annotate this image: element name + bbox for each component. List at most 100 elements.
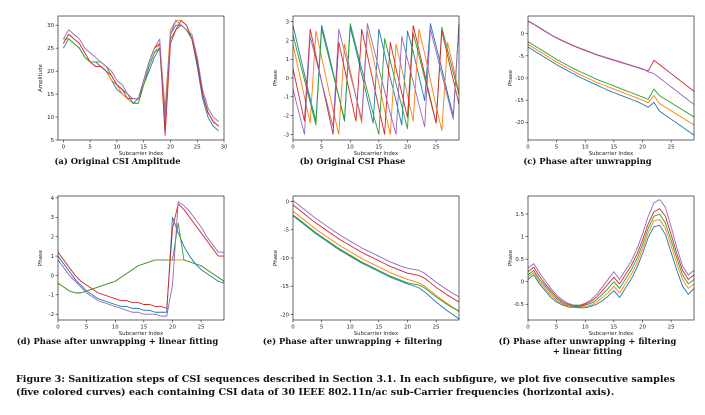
x-tick-label: 10: [582, 325, 589, 331]
y-tick-label: -10: [280, 256, 289, 262]
y-tick-label: 2: [51, 235, 54, 241]
x-tick-label: 5: [320, 145, 323, 151]
subfigure-e: 0 5 10 15 20 25 0 -5 -10 -15 -20 Subcarrier Index Ph…: [235, 180, 470, 352]
x-tick-label: 25: [668, 325, 675, 331]
y-tick-label: -0.5: [513, 302, 524, 308]
y-tick-label: -20: [280, 312, 289, 318]
x-tick-label: 10: [347, 325, 354, 331]
x-tick-label: 0: [291, 145, 295, 151]
x-tick-label: 20: [404, 145, 411, 151]
x-tick-label: 20: [169, 325, 176, 331]
chart-a: 0 5 10 15 20 25 30 5 10 15 20 25 30 Subcarrier Index A…: [38, 15, 228, 157]
x-tick-label: 10: [113, 145, 120, 151]
subfigure-c: 0 5 10 15 20 25 0 -5 -10 -15 -20 Subcarrier Index Ph…: [470, 0, 705, 172]
x-tick-label: 30: [221, 145, 228, 151]
caption-a: (a) Original CSI Amplitude: [54, 156, 181, 166]
x-tick-label: 0: [526, 325, 530, 331]
plot-frame: [57, 15, 225, 141]
x-tick-label: 15: [140, 325, 147, 331]
y-tick-label: 30: [47, 23, 54, 29]
y-axis-label: Phase: [273, 249, 279, 266]
y-tick-label: 15: [47, 92, 54, 98]
chart-c: 0 5 10 15 20 25 0 -5 -10 -15 -20 Subcarrier Index Ph…: [508, 15, 695, 157]
subfigure-d: 0 5 10 15 20 25 -2 -1 0 1 2 3 4 Subcarrier Index Phase…: [0, 180, 235, 352]
x-axis-label: Subcarrier Index: [354, 331, 399, 337]
y-tick-label: -5: [519, 54, 524, 60]
y-tick-label: 0: [286, 76, 290, 82]
series-line-3: [57, 222, 225, 294]
x-tick-label: 20: [167, 145, 174, 151]
series-line-2: [292, 28, 460, 135]
caption-d: (d) Phase after unwrapping + linear fitt…: [16, 336, 219, 346]
caption-c: (c) Phase after unwrapping: [523, 156, 652, 166]
x-tick-label: 5: [85, 325, 88, 331]
x-tick-label: 25: [433, 145, 440, 151]
x-axis-label: Subcarrier Index: [589, 331, 634, 337]
y-tick-label: -1: [49, 293, 54, 299]
x-axis-label: Subcarrier Index: [119, 331, 164, 337]
x-axis-label: Subcarrier Index: [589, 151, 634, 157]
y-tick-label: 1: [286, 57, 289, 63]
series-line-1: [527, 224, 695, 309]
series-line-5: [57, 201, 224, 317]
x-tick-label: 5: [555, 145, 558, 151]
plot-frame: [527, 15, 695, 141]
series-line-3: [292, 214, 460, 312]
x-tick-label: 5: [88, 145, 91, 151]
series-line-5: [527, 20, 695, 105]
y-tick-label: -3: [284, 132, 289, 138]
x-tick-label: 0: [62, 145, 66, 151]
x-tick-label: 25: [194, 145, 201, 151]
y-tick-label: 0.5: [515, 257, 524, 263]
chart-f: 0 5 10 15 20 25 -0.5 0 0.5 1 1.5 Subcarrier Index Ph…: [508, 195, 695, 337]
series-line-2: [527, 43, 695, 126]
y-axis-label: Phase: [38, 249, 44, 266]
caption-b: (b) Original CSI Phase: [299, 156, 406, 166]
x-tick-label: 0: [291, 325, 295, 331]
x-tick-label: 0: [56, 325, 60, 331]
series-line-4: [292, 204, 460, 303]
plot-frame: [57, 195, 225, 321]
chart-b: 0 5 10 15 20 25 -3 -2 -1 0 1 2 3 Subcarrier Index Phas…: [273, 15, 460, 157]
series-line-5: [62, 20, 219, 123]
series-line-3: [63, 24, 219, 127]
series-line-1: [57, 216, 225, 313]
x-tick-label: 25: [433, 325, 440, 331]
series-line-1: [62, 24, 219, 132]
y-tick-label: 3: [286, 20, 289, 26]
y-axis-label: Phase: [508, 249, 514, 266]
y-tick-label: 1: [51, 254, 54, 260]
x-tick-label: 15: [140, 145, 147, 151]
subfigure-f: 0 5 10 15 20 25 -0.5 0 0.5 1 1.5 Subcarrier Index Ph…: [470, 180, 705, 356]
series-line-2: [292, 210, 460, 312]
y-tick-label: 25: [47, 46, 54, 52]
y-tick-label: -5: [284, 228, 289, 234]
series-line-4: [62, 20, 219, 136]
series-line-5: [527, 199, 695, 306]
caption-f: (f) Phase after unwrapping + filtering +…: [498, 336, 677, 356]
x-tick-label: 10: [347, 145, 354, 151]
figure-caption: Figure 3: Sanitization steps of CSI sequ…: [16, 374, 676, 398]
x-axis-label: Subcarrier Index: [119, 151, 164, 157]
subfigure-a: 0 5 10 15 20 25 30 5 10 15 20 25 30 Subcarrier Index A…: [0, 0, 235, 172]
series-line-5: [292, 200, 460, 298]
x-tick-label: 15: [610, 325, 617, 331]
y-axis-label: Phase: [273, 69, 279, 86]
x-tick-label: 20: [404, 325, 411, 331]
series-line-3: [527, 213, 695, 307]
y-tick-label: 2: [286, 38, 289, 44]
y-tick-label: 0: [521, 280, 525, 286]
y-tick-label: 0: [286, 200, 290, 206]
x-axis-label: Subcarrier Index: [354, 151, 399, 157]
y-tick-label: 1.5: [515, 212, 524, 218]
y-tick-label: 10: [47, 115, 54, 121]
x-tick-label: 15: [375, 145, 382, 151]
x-tick-label: 5: [555, 325, 558, 331]
y-tick-label: 0: [521, 32, 525, 38]
series-line-2: [62, 20, 219, 127]
plot-frame: [527, 195, 695, 321]
chart-d: 0 5 10 15 20 25 -2 -1 0 1 2 3 4 Subcarrier Index Phase: [38, 195, 225, 337]
y-tick-label: -20: [515, 120, 524, 126]
y-tick-label: -10: [515, 76, 524, 82]
y-tick-label: -15: [515, 98, 524, 104]
